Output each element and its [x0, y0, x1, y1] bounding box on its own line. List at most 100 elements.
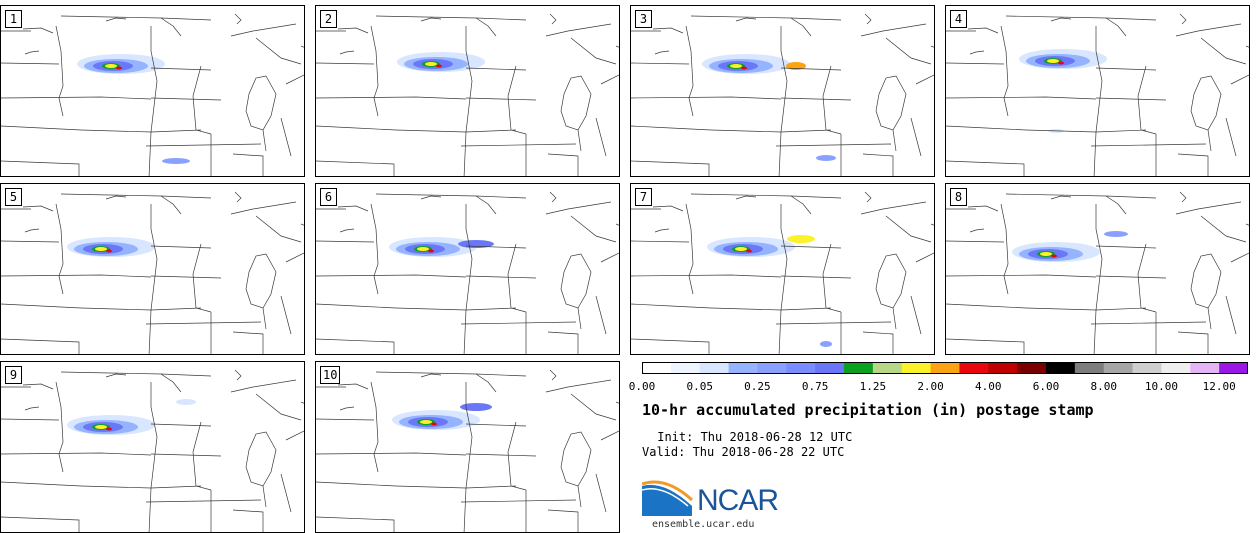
state-border: [1175, 23, 1242, 37]
state-border: [930, 45, 934, 48]
state-border: [339, 406, 355, 411]
state-border: [735, 17, 757, 22]
colorbar-swatch: [699, 362, 730, 374]
colorbar-swatch: [670, 362, 701, 374]
state-border: [1, 452, 152, 456]
stamp-panel-2: 2: [315, 5, 620, 177]
state-border: [465, 67, 527, 71]
colorbar-swatch: [1190, 362, 1220, 374]
state-border: [192, 65, 212, 135]
state-border: [930, 223, 934, 226]
state-border: [1177, 331, 1209, 354]
state-border: [245, 431, 277, 487]
state-border: [946, 274, 1097, 278]
state-border: [885, 37, 932, 65]
precip-area: [1051, 254, 1057, 258]
state-border: [507, 421, 527, 491]
state-border: [150, 245, 212, 249]
state-border: [875, 75, 907, 131]
state-border: [1095, 245, 1157, 249]
stamp-panel-5: 5: [0, 183, 305, 355]
state-border: [822, 243, 842, 313]
state-border: [946, 303, 1147, 311]
state-border: [690, 15, 842, 21]
colorbar-swatch: [1017, 362, 1047, 374]
precip-area: [460, 403, 492, 411]
state-border: [1090, 321, 1207, 325]
precip-area: [425, 62, 437, 66]
state-border: [570, 37, 617, 65]
colorbar-swatch: [1219, 362, 1248, 374]
state-border: [1093, 26, 1103, 176]
state-border: [1, 303, 202, 311]
state-border: [547, 509, 579, 532]
colorbar-label: 12.00: [1202, 380, 1236, 393]
state-border: [316, 240, 375, 243]
state-border: [1095, 275, 1167, 279]
stamp-number: 5: [5, 188, 22, 206]
precip-area: [735, 247, 747, 251]
state-border: [316, 481, 517, 489]
state-border: [230, 23, 297, 37]
state-border: [631, 125, 832, 133]
state-border: [475, 373, 497, 393]
stamp-number: 8: [950, 188, 967, 206]
state-border: [1245, 223, 1249, 226]
precip-area: [105, 64, 117, 68]
stamp-panel-1: 1: [0, 5, 305, 177]
state-border: [339, 228, 355, 233]
state-border: [549, 369, 557, 381]
state-border: [316, 96, 467, 100]
state-border: [192, 243, 212, 313]
state-border: [465, 97, 537, 101]
state-border: [654, 228, 670, 233]
state-border: [1179, 13, 1187, 25]
state-border: [577, 485, 582, 508]
state-border: [255, 393, 302, 421]
state-border: [790, 195, 812, 215]
state-border: [577, 129, 582, 152]
state-border: [337, 27, 369, 34]
state-border: [262, 307, 267, 330]
precip-area: [431, 422, 437, 426]
state-border: [475, 195, 497, 215]
state-border: [463, 204, 473, 354]
state-border: [316, 338, 395, 354]
colorbar-swatch: [988, 362, 1018, 374]
colorbar-label: 0.75: [801, 380, 829, 393]
state-border: [370, 25, 379, 117]
state-border: [145, 143, 262, 147]
state-border: [778, 204, 788, 354]
colorbar-swatch: [757, 362, 787, 374]
state-border: [60, 15, 212, 21]
map-canvas: [1, 13, 304, 176]
stamp-number: 7: [635, 188, 652, 206]
state-border: [316, 125, 517, 133]
state-border: [370, 203, 379, 295]
precip-area: [95, 247, 107, 251]
state-border: [1225, 117, 1237, 157]
stamp-number: 3: [635, 10, 652, 28]
ncar-logo-icon: [642, 480, 694, 516]
state-border: [946, 125, 1147, 133]
state-border: [1207, 129, 1212, 152]
state-border: [465, 453, 537, 457]
state-border: [790, 17, 812, 37]
colorbar-swatch: [1046, 362, 1076, 374]
precip-area: [1058, 61, 1064, 65]
state-border: [775, 143, 892, 147]
state-border: [24, 50, 40, 55]
state-border: [631, 62, 690, 65]
state-border: [1093, 204, 1103, 354]
state-border: [148, 382, 158, 532]
state-border: [150, 97, 222, 101]
state-border: [560, 431, 592, 487]
state-border: [262, 129, 267, 152]
state-border: [875, 253, 907, 309]
state-border: [685, 203, 694, 295]
state-border: [595, 295, 607, 335]
colorbar-swatch: [1074, 362, 1105, 374]
state-border: [463, 26, 473, 176]
state-border: [946, 62, 1005, 65]
state-border: [860, 201, 927, 215]
